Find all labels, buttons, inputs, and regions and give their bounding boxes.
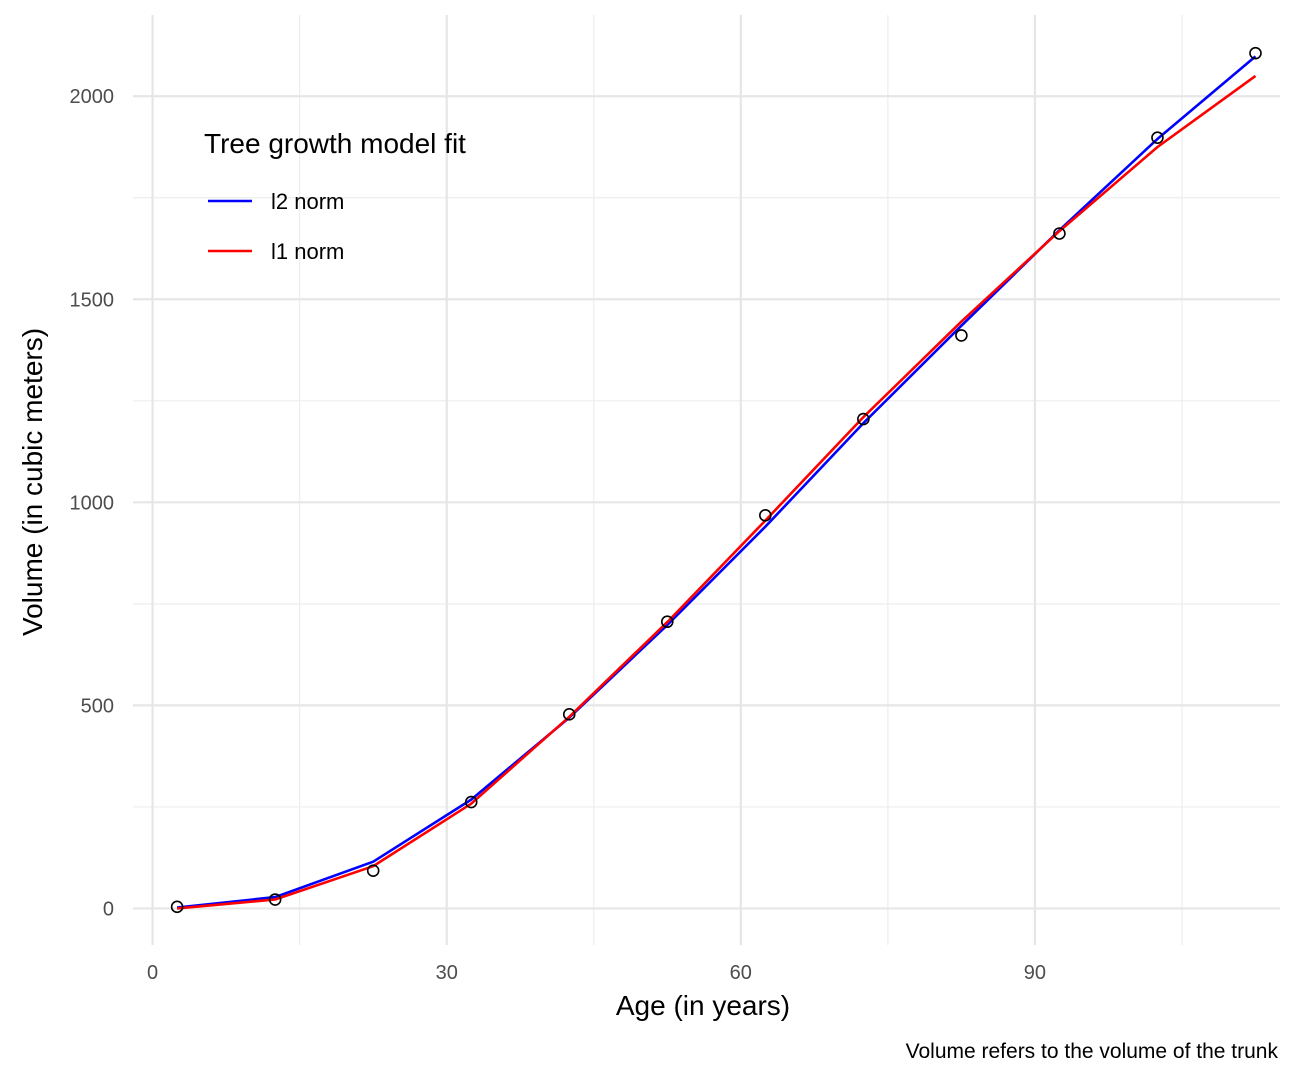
- data-point: [857, 412, 870, 426]
- y-tick-label: 500: [81, 695, 114, 717]
- series-line-l1-norm: [176, 74, 1257, 910]
- chart-caption: Volume refers to the volume of the trunk: [906, 1040, 1279, 1063]
- data-point: [759, 509, 772, 522]
- x-tick-labels: 0 30 60 90: [147, 962, 1046, 984]
- data-point: [1053, 227, 1066, 240]
- y-tick-labels: 0 500 1000 1500 2000: [70, 86, 115, 920]
- x-axis-title: Age (in years): [616, 990, 790, 1021]
- data-point: [660, 615, 674, 629]
- data-point: [464, 795, 478, 809]
- legend-label-l1-norm: l1 norm: [271, 239, 344, 264]
- y-axis-title: Volume (in cubic meters): [17, 328, 48, 636]
- data-point: [562, 708, 576, 721]
- legend: Tree growth model fit l2 norm l1 norm: [204, 128, 466, 264]
- data-point: [170, 900, 184, 914]
- data-point: [268, 893, 282, 906]
- grid-major: [133, 15, 1280, 945]
- data-point: [1151, 131, 1164, 144]
- y-tick-label: 1500: [70, 289, 115, 311]
- data-point: [955, 329, 968, 342]
- y-tick-label: 1000: [70, 492, 115, 514]
- legend-label-l2-norm: l2 norm: [271, 189, 344, 214]
- x-tick-label: 60: [730, 962, 752, 984]
- x-tick-label: 30: [436, 962, 458, 984]
- series-line-l2-norm: [176, 55, 1257, 909]
- series-lines: [176, 55, 1257, 910]
- y-tick-label: 2000: [70, 86, 115, 108]
- x-tick-label: 0: [147, 962, 158, 984]
- y-tick-label: 0: [103, 898, 114, 920]
- x-tick-label: 90: [1024, 962, 1046, 984]
- legend-title: Tree growth model fit: [204, 128, 466, 159]
- data-points: [170, 46, 1262, 914]
- data-point: [1249, 46, 1262, 60]
- grid-minor: [133, 15, 1280, 945]
- data-point: [366, 864, 380, 877]
